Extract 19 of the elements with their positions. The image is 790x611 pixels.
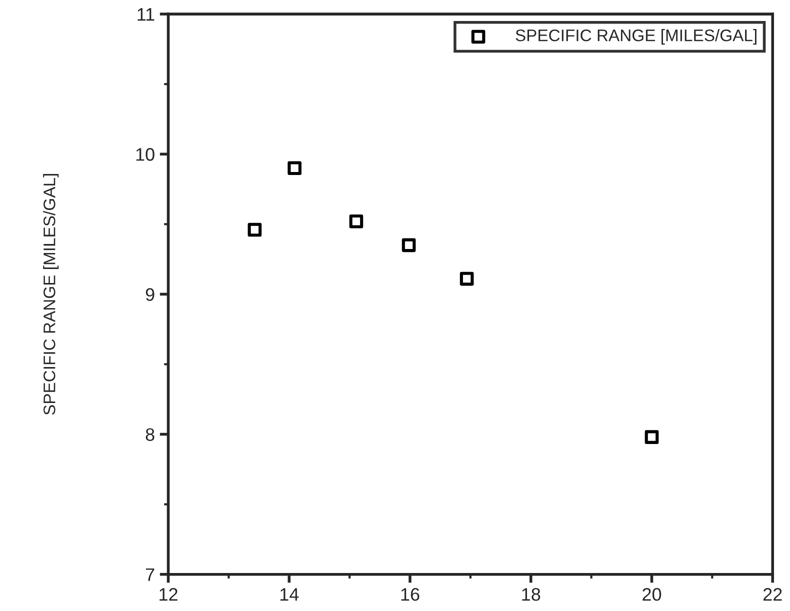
point [248, 222, 262, 237]
point [402, 238, 416, 252]
y-tick-label: 10 [136, 148, 154, 161]
point [644, 430, 659, 444]
x-tick-label: 12 [160, 588, 178, 601]
y-tick-label: 11 [138, 8, 154, 21]
y-axis-title: SPECIFIC RANGE [MILES/GAL] [43, 174, 59, 415]
y-tick-label: 7 [146, 568, 154, 581]
legend-label: SPECIFIC RANGE [MILES/GAL] [516, 29, 756, 45]
x-tick-label: 22 [763, 588, 782, 601]
x-tick-label: 14 [280, 588, 299, 601]
point [288, 161, 302, 176]
point [349, 214, 364, 228]
x-tick-label: 20 [642, 588, 662, 601]
y-tick-label: 8 [146, 428, 154, 441]
x-tick-label: 18 [522, 588, 540, 601]
y-tick-label: 9 [146, 288, 154, 301]
x-tick-label: 16 [401, 588, 420, 601]
point [460, 272, 474, 286]
